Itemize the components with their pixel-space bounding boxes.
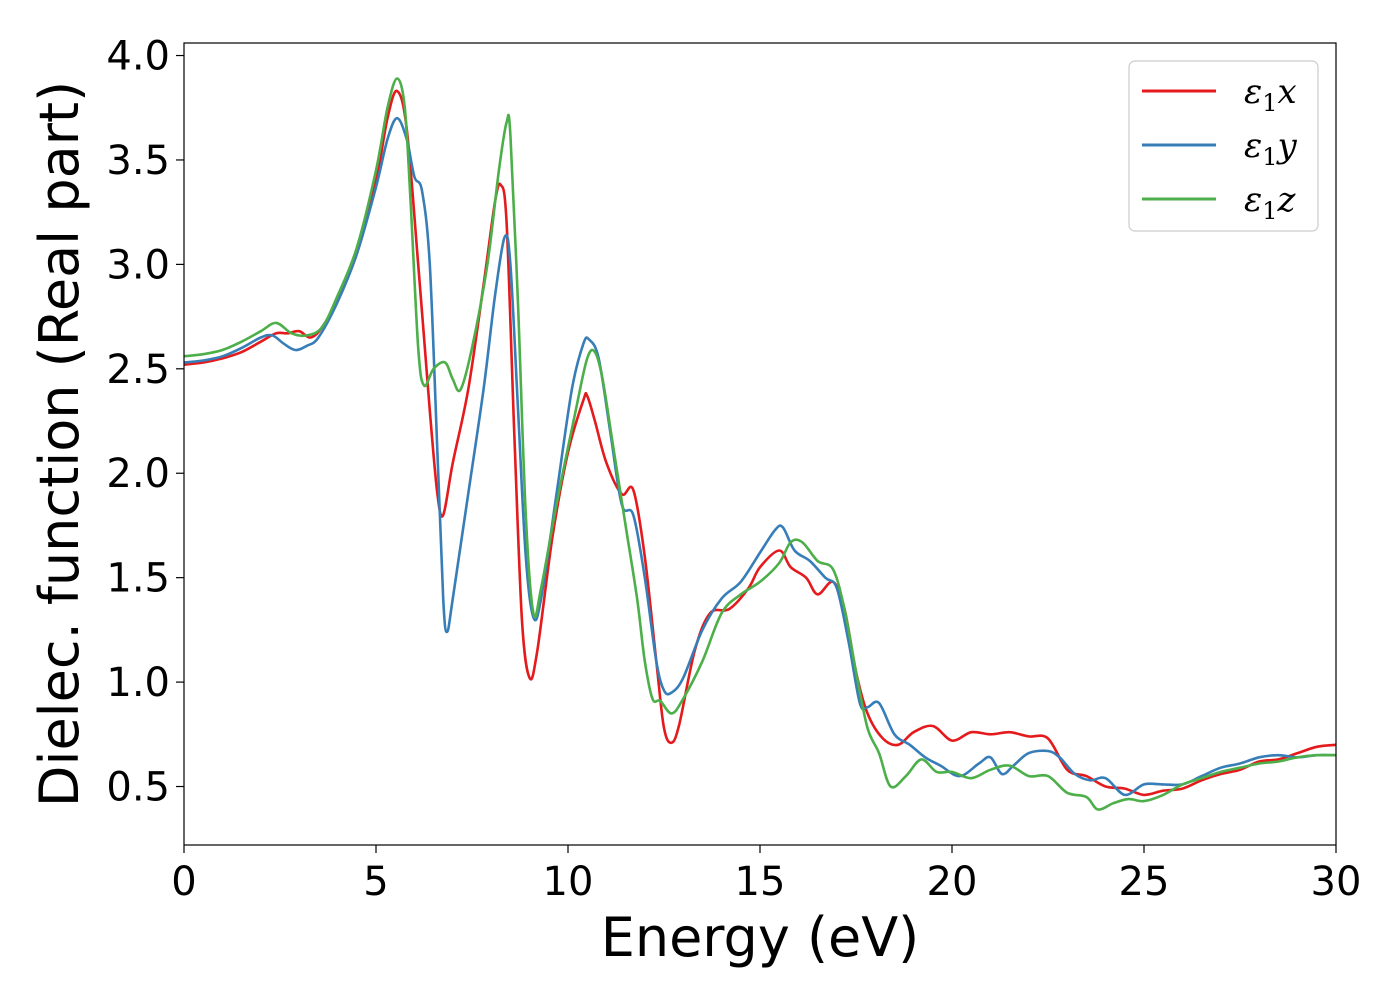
y-axis-ticks: 0.5 1.0 1.5 2.0 2.5 3.0 3.5 4.0 [106, 34, 184, 811]
x-tick-label: 5 [363, 859, 388, 905]
y-tick-label: 0.5 [106, 765, 170, 811]
x-tick-label: 15 [735, 859, 786, 905]
legend-label-y: ε1y [1244, 126, 1298, 171]
legend-box [1128, 60, 1319, 232]
y-tick-label: 1.0 [106, 660, 170, 706]
series-line-x [183, 89, 1337, 797]
y-tick-label: 2.5 [106, 347, 170, 393]
x-tick-label: 10 [543, 859, 594, 905]
y-tick-label: 3.0 [106, 242, 170, 288]
y-tick-label: 4.0 [106, 34, 170, 80]
series-line-y [183, 116, 1337, 797]
series-layer [183, 77, 1337, 811]
x-axis-ticks: 0 5 10 15 20 25 30 [171, 845, 1361, 905]
x-axis-title: Energy (eV) [601, 906, 920, 969]
legend: ε1x ε1y ε1z [1128, 60, 1319, 232]
series-line-z [183, 77, 1337, 811]
legend-label-z: ε1z [1244, 180, 1297, 225]
x-tick-label: 20 [927, 859, 978, 905]
y-tick-label: 1.5 [106, 556, 170, 602]
y-tick-label: 3.5 [106, 138, 170, 184]
x-tick-label: 0 [171, 859, 196, 905]
legend-label-x: ε1x [1244, 72, 1297, 117]
x-tick-label: 25 [1119, 859, 1170, 905]
y-tick-label: 2.0 [106, 451, 170, 497]
x-tick-label: 30 [1311, 859, 1362, 905]
y-axis-title: Dielec. function (Real part) [28, 81, 91, 807]
